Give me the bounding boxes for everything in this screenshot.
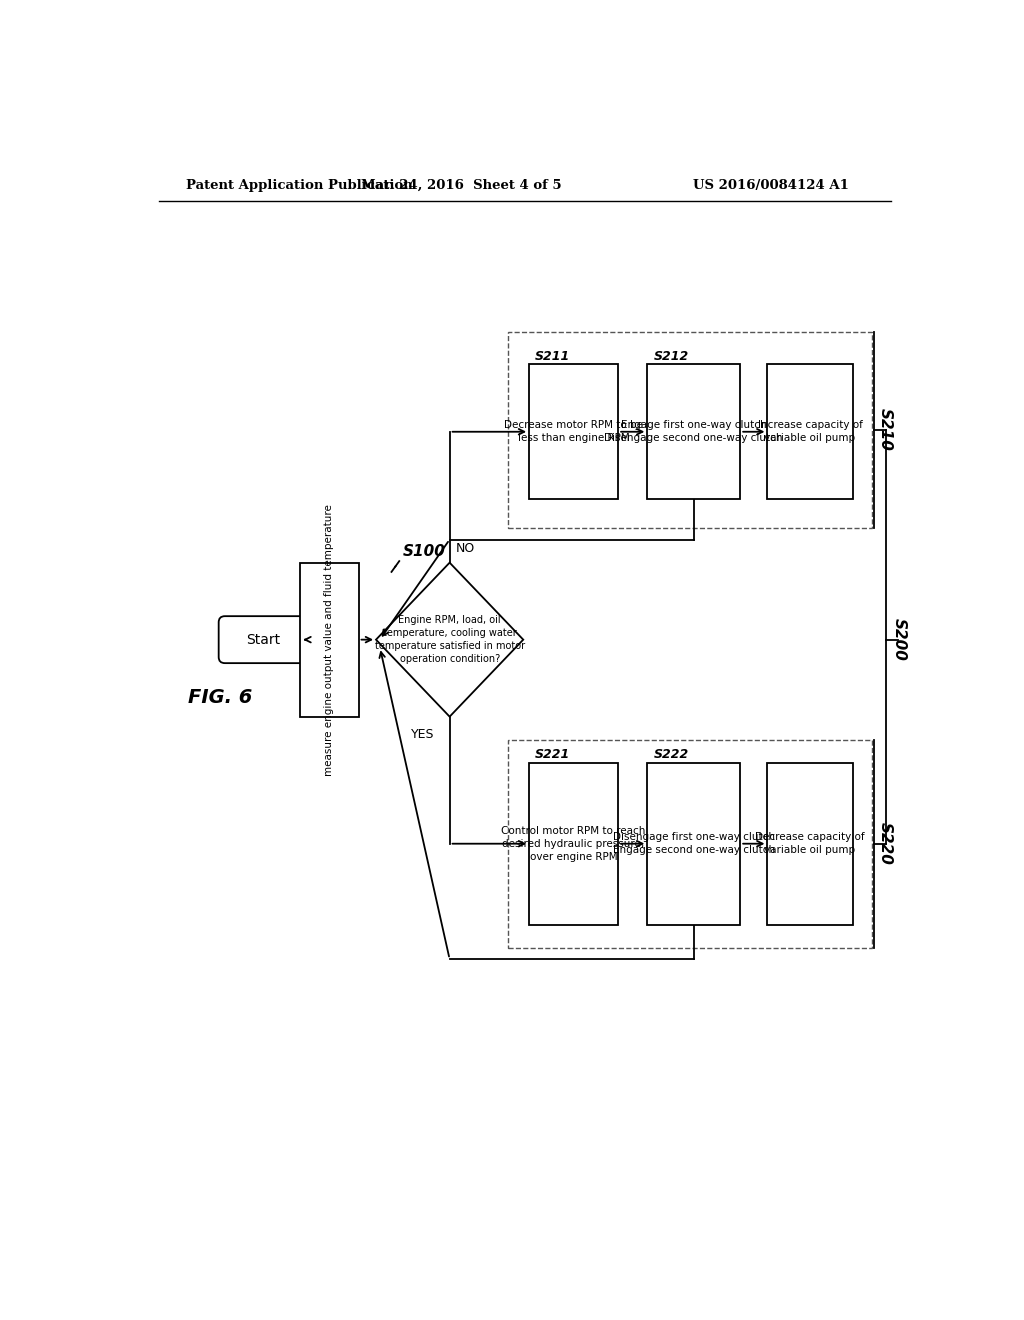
Text: S200: S200 — [891, 618, 906, 661]
Text: S210: S210 — [879, 408, 893, 451]
Text: S212: S212 — [653, 350, 689, 363]
Text: Mar. 24, 2016  Sheet 4 of 5: Mar. 24, 2016 Sheet 4 of 5 — [360, 178, 561, 191]
Text: Patent Application Publication: Patent Application Publication — [186, 178, 413, 191]
Text: S220: S220 — [879, 822, 893, 865]
Text: US 2016/0084124 A1: US 2016/0084124 A1 — [693, 178, 849, 191]
Bar — [767, 364, 853, 499]
Text: Start: Start — [247, 632, 281, 647]
Text: YES: YES — [411, 729, 434, 742]
Text: measure engine output value and fluid temperature: measure engine output value and fluid te… — [325, 504, 335, 776]
Text: Decrease capacity of
variable oil pump: Decrease capacity of variable oil pump — [755, 832, 865, 855]
Text: Engage first one-way clutch
Disengage second one-way clutch: Engage first one-way clutch Disengage se… — [604, 420, 783, 444]
Text: Decrease motor RPM to be
less than engine RPM: Decrease motor RPM to be less than engin… — [504, 420, 643, 444]
Text: Increase capacity of
variable oil pump: Increase capacity of variable oil pump — [758, 420, 862, 444]
Bar — [508, 739, 872, 948]
Text: S211: S211 — [536, 350, 570, 363]
Text: NO: NO — [456, 543, 475, 554]
Text: S221: S221 — [536, 748, 570, 762]
Bar — [508, 331, 872, 528]
Text: Engine RPM, load, oil
temperature, cooling water
temperature satisfied in motor
: Engine RPM, load, oil temperature, cooli… — [375, 615, 524, 664]
Text: S222: S222 — [653, 748, 689, 762]
Text: FIG. 6: FIG. 6 — [188, 688, 253, 708]
FancyBboxPatch shape — [219, 616, 308, 663]
Bar — [647, 364, 740, 499]
Bar — [529, 364, 618, 499]
Bar — [300, 562, 358, 717]
Bar — [529, 763, 618, 924]
Text: Control motor RPM to reach
desired hydraulic pressure,
over engine RPM: Control motor RPM to reach desired hydra… — [502, 825, 646, 862]
Text: S100: S100 — [403, 544, 446, 558]
Text: Disengage first one-way clutch
Engage second one-way clutch: Disengage first one-way clutch Engage se… — [612, 832, 775, 855]
Bar — [647, 763, 740, 924]
Polygon shape — [376, 562, 523, 717]
Bar — [767, 763, 853, 924]
